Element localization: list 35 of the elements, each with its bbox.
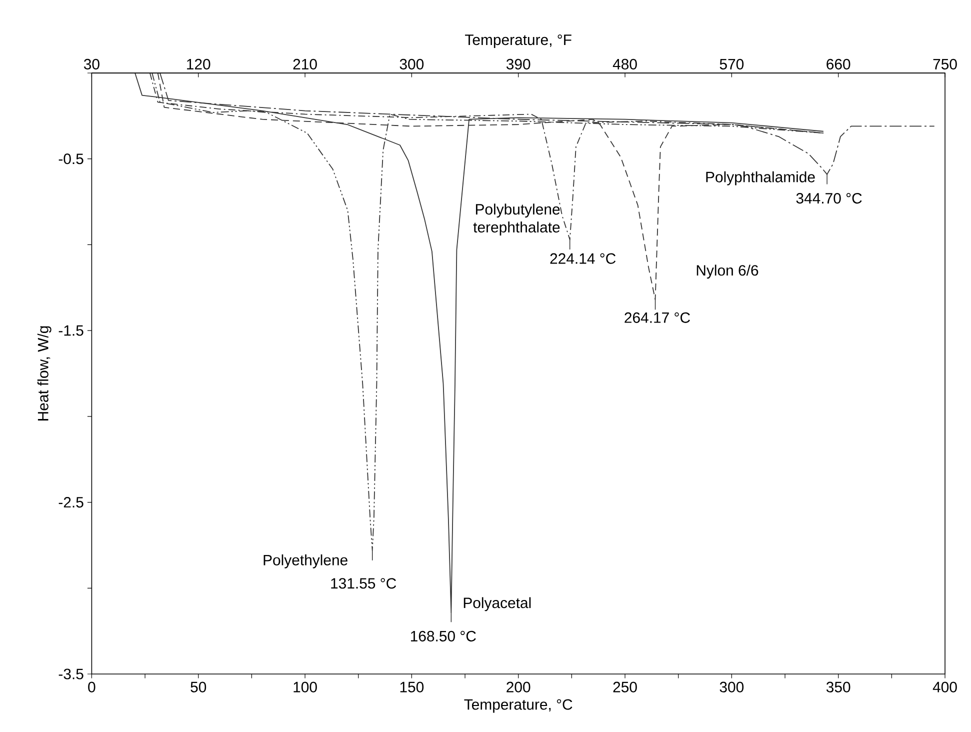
x-tick-label: 0 <box>88 682 96 692</box>
annotation: 168.50 °C <box>410 630 476 642</box>
y-tick-label: -3.5 <box>58 668 84 680</box>
x2-tick-label: 300 <box>400 58 424 70</box>
x-tick-label: 400 <box>932 682 957 692</box>
x-tick-label: 300 <box>720 682 744 692</box>
x-tick-label: 100 <box>294 682 317 692</box>
x-tick-label: 150 <box>400 682 424 692</box>
series-label: Polyacetal <box>464 597 531 612</box>
x2-tick-label: 570 <box>720 58 744 70</box>
x-tick-label: 200 <box>506 682 530 692</box>
annotation: 131.55 °C <box>331 578 396 589</box>
x-tick-label: 350 <box>826 682 850 692</box>
x2-tick-label: 210 <box>293 58 317 70</box>
x2-tick-label: 120 <box>187 58 210 70</box>
x2-axis-title: Temperature, °F <box>465 34 572 48</box>
y-tick-label: -0.5 <box>58 154 84 164</box>
series-label: Polyethylene <box>264 554 348 568</box>
x-tick-label: 50 <box>190 682 206 692</box>
y-tick-label: -2.5 <box>58 496 84 508</box>
x2-tick-label: 660 <box>826 58 850 70</box>
y-tick-label: -1.5 <box>58 325 84 336</box>
x2-tick-label: 480 <box>612 58 637 70</box>
annotation: 344.70 °C <box>796 193 862 204</box>
x2-tick-label: 750 <box>933 58 957 70</box>
y-axis-title: Heat flow, W/g <box>37 326 52 420</box>
x-axis-title: Temperature, °C <box>464 699 572 713</box>
series-label: Polybutylene terephthalate <box>473 204 560 236</box>
x2-tick-label: 390 <box>506 58 530 70</box>
x-tick-label: 250 <box>613 682 637 692</box>
annotation: 224.14 °C <box>550 253 616 264</box>
series-label: Polyphthalamide <box>706 171 815 186</box>
x2-tick-label: 30 <box>84 58 100 70</box>
annotation: 264.17 °C <box>624 312 690 323</box>
text: Nylon 6/6 <box>696 264 758 279</box>
